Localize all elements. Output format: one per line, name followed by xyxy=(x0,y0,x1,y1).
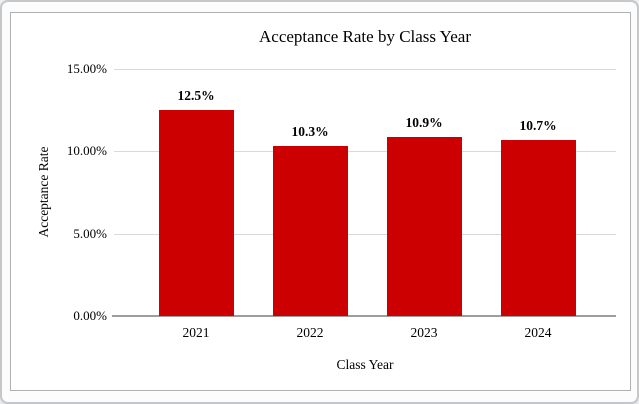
gridline xyxy=(114,151,616,153)
x-axis-title: Class Year xyxy=(336,357,394,372)
x-tick-label: 2024 xyxy=(524,325,552,340)
gridline xyxy=(114,69,616,70)
bar-value-label: 10.9% xyxy=(405,114,443,130)
bar-2023 xyxy=(386,136,462,316)
bar-2022 xyxy=(272,146,348,316)
bar-value-label: 10.7% xyxy=(519,117,557,133)
y-axis-title: Acceptance Rate xyxy=(36,146,51,238)
x-tick-label: 2022 xyxy=(296,325,324,340)
y-tick-label: 15.00% xyxy=(66,61,107,76)
x-axis-baseline xyxy=(112,315,616,317)
y-tick-label: 5.00% xyxy=(73,225,107,241)
bar-2021 xyxy=(158,110,234,316)
y-tick-label: 10.00% xyxy=(66,143,107,159)
x-tick-label: 2023 xyxy=(410,325,438,340)
y-tick-label: 0.00% xyxy=(73,308,107,323)
gridline xyxy=(114,233,616,235)
bar-value-label: 10.3% xyxy=(291,124,329,140)
chart-container: Acceptance Rate by Class Year Acceptance… xyxy=(10,12,631,391)
chart-title: Acceptance Rate by Class Year xyxy=(259,27,471,46)
bar-2024 xyxy=(500,139,576,316)
plot-area: 12.5% 10.3% 10.9% 10.7% xyxy=(112,69,616,317)
bar-value-label: 12.5% xyxy=(177,88,215,104)
x-tick-label: 2021 xyxy=(182,325,210,340)
